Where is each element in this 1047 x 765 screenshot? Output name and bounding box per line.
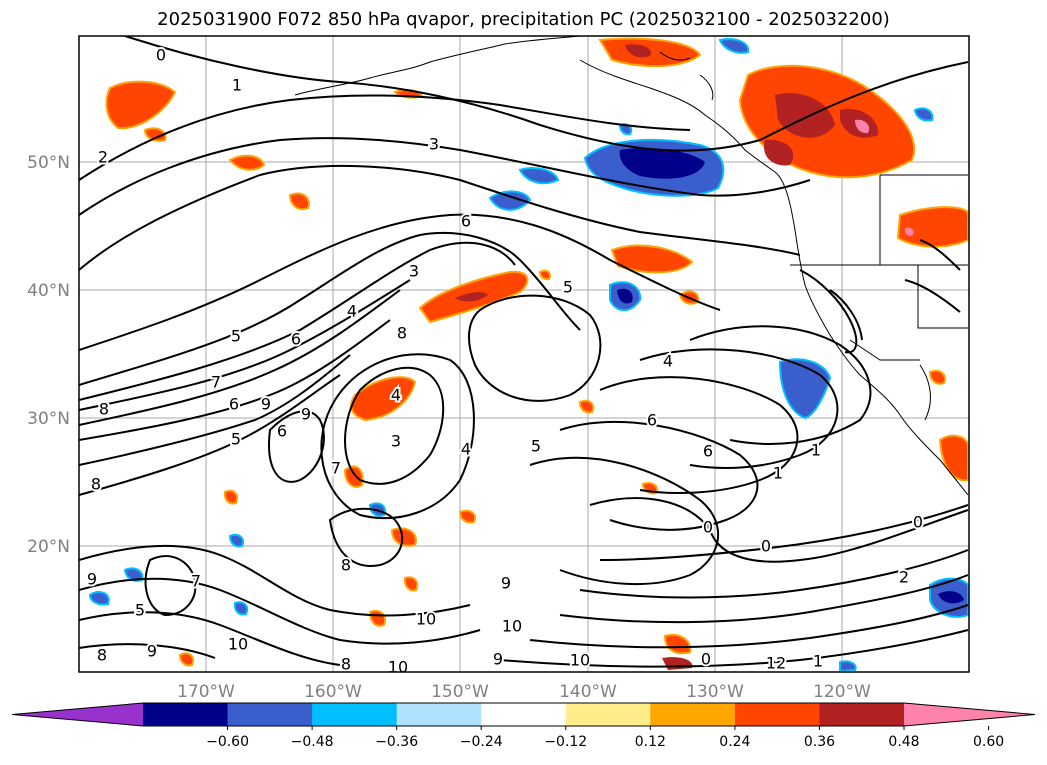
lon-tick: 170°W <box>177 682 235 702</box>
map-title: 2025031900 F072 850 hPa qvapor, precipit… <box>157 9 890 30</box>
contour-label: 6 <box>291 330 301 349</box>
colorbar-label: −0.12 <box>544 734 587 750</box>
colorbar-swatch <box>396 703 482 726</box>
contour-label: 6 <box>277 422 287 441</box>
precip-positive-shading <box>105 37 969 670</box>
contour-label: 8 <box>397 324 407 343</box>
contour-label: 8 <box>91 475 101 494</box>
contour-label: 4 <box>663 352 673 371</box>
contour-label: 0 <box>913 513 923 532</box>
contour-label: 9 <box>261 395 271 414</box>
contour-label: 5 <box>563 278 573 297</box>
colorbar-label: 0.24 <box>719 734 750 750</box>
contour-label: 10 <box>416 610 436 629</box>
colorbar-label: −0.36 <box>375 734 418 750</box>
contour-label: 8 <box>341 655 351 674</box>
colorbar-outline <box>11 702 1036 727</box>
contour-label: 6 <box>461 212 471 231</box>
contour-label: 5 <box>231 327 241 346</box>
contour-label: 0 <box>701 650 711 669</box>
contour-label: 7 <box>331 459 341 478</box>
contour-label: 4 <box>461 440 471 459</box>
contour-label: 3 <box>429 135 439 154</box>
contour-label: 3 <box>391 432 401 451</box>
colorbar-label: −0.48 <box>291 734 334 750</box>
contour-label: 9 <box>147 642 157 661</box>
precip-negative-shading <box>88 38 969 672</box>
colorbar-label: 0.60 <box>973 734 1004 750</box>
contour-label: 9 <box>87 570 97 589</box>
contour-label: 9 <box>501 574 511 593</box>
contour-label: 7 <box>211 373 221 392</box>
contour-label: 5 <box>135 601 145 620</box>
lon-tick: 120°W <box>813 682 871 702</box>
contour-label: 10 <box>228 635 248 654</box>
contour-label: 1 <box>232 76 242 95</box>
contour-label: 5 <box>531 437 541 456</box>
lon-tick: 140°W <box>559 682 617 702</box>
contour-label: 6 <box>647 411 657 430</box>
contour-label: 9 <box>493 650 503 669</box>
lon-tick: 130°W <box>686 682 744 702</box>
contour-label: 3 <box>409 262 419 281</box>
lon-tick: 150°W <box>431 682 489 702</box>
colorbar-label: −0.24 <box>460 734 503 750</box>
contour-label: 5 <box>231 430 241 449</box>
contour-label: 1 <box>811 441 821 460</box>
lon-tick: 160°W <box>304 682 362 702</box>
colorbar-label: 0.48 <box>888 734 919 750</box>
contour-label: 7 <box>191 572 201 591</box>
colorbar-swatch <box>143 703 229 726</box>
contour-label: 12 <box>766 654 786 673</box>
colorbar: −0.60 −0.48 −0.36 −0.24 −0.12 0.12 0.24 0.36 0.4… <box>11 702 1036 750</box>
colorbar-swatch <box>819 703 905 726</box>
lat-tick: 50°N <box>27 153 70 173</box>
colorbar-swatch <box>565 703 651 726</box>
lat-tick: 30°N <box>27 409 70 429</box>
contour-label: 2 <box>899 568 909 587</box>
contour-label: 6 <box>703 442 713 461</box>
contour-label: 0 <box>761 537 771 556</box>
contour-label: 8 <box>99 400 109 419</box>
lon-axis: 170°W 160°W 150°W 140°W 130°W 120°W <box>177 682 871 702</box>
qvapor-contours <box>79 36 969 668</box>
colorbar-swatch <box>650 703 736 726</box>
colorbar-extend-high <box>904 703 1035 726</box>
coastlines <box>294 36 969 496</box>
colorbar-swatch <box>227 703 313 726</box>
colorbar-extend-low <box>12 703 143 726</box>
lat-axis: 50°N 40°N 30°N 20°N <box>27 153 70 557</box>
colorbar-label: 0.12 <box>635 734 666 750</box>
contour-label: 1 <box>773 464 783 483</box>
contour-label: 0 <box>703 518 713 537</box>
colorbar-label: −0.60 <box>206 734 249 750</box>
contour-label: 10 <box>502 617 522 636</box>
contour-label: 10 <box>570 651 590 670</box>
lat-tick: 20°N <box>27 537 70 557</box>
lat-tick: 40°N <box>27 281 70 301</box>
colorbar-label: 0.36 <box>804 734 835 750</box>
contour-label: 4 <box>391 386 401 405</box>
contour-label: 2 <box>98 148 108 167</box>
colorbar-swatch <box>312 703 398 726</box>
plot-frame <box>78 35 970 673</box>
contour-label: 10 <box>388 658 408 677</box>
colorbar-swatch <box>734 703 820 726</box>
contour-label: 8 <box>341 556 351 575</box>
contour-label: 0 <box>156 46 166 65</box>
contour-label: 9 <box>301 405 311 424</box>
contour-label: 4 <box>347 302 357 321</box>
contour-label: 1 <box>813 652 823 671</box>
contour-label: 8 <box>97 646 107 665</box>
colorbar-swatch <box>481 703 567 726</box>
contour-label: 6 <box>229 395 239 414</box>
